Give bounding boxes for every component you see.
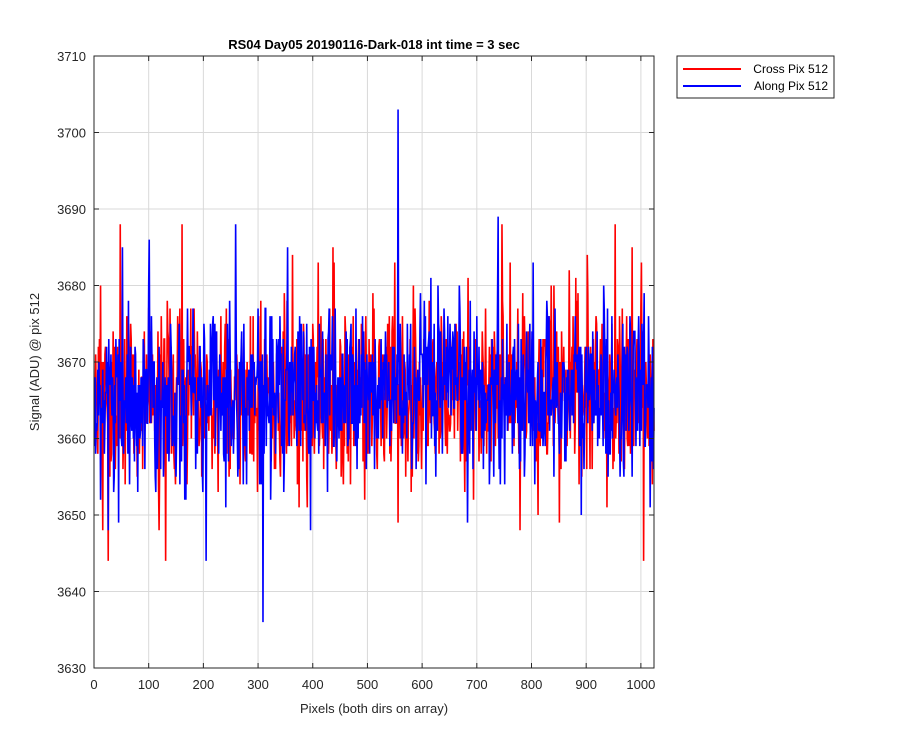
y-tick-label: 3650 (57, 508, 86, 523)
x-tick-label: 700 (466, 677, 488, 692)
legend: Cross Pix 512 Along Pix 512 (676, 55, 835, 99)
y-tick-label: 3630 (57, 661, 86, 676)
x-tick-label: 800 (521, 677, 543, 692)
x-tick-label: 900 (575, 677, 597, 692)
y-tick-label: 3690 (57, 202, 86, 217)
y-tick-label: 3710 (57, 49, 86, 64)
chart-title: RS04 Day05 20190116-Dark-018 int time = … (228, 37, 520, 52)
legend-box (676, 55, 835, 99)
y-tick-label: 3640 (57, 585, 86, 600)
x-tick-label: 600 (411, 677, 433, 692)
y-tick-label: 3660 (57, 432, 86, 447)
x-axis-label: Pixels (both dirs on array) (300, 701, 448, 716)
x-tick-label: 100 (138, 677, 160, 692)
y-tick-label: 3680 (57, 279, 86, 294)
y-axis-label: Signal (ADU) @ pix 512 (27, 293, 42, 431)
x-tick-label: 0 (90, 677, 97, 692)
x-tick-label: 500 (357, 677, 379, 692)
series-layer (93, 109, 655, 623)
legend-label: Cross Pix 512 (753, 62, 828, 76)
x-tick-label: 200 (193, 677, 215, 692)
axis-ticks: 0 100 200 300 400 500 600 700 800 900 1000 3630 3640… (57, 49, 655, 692)
legend-label: Along Pix 512 (754, 79, 828, 93)
x-tick-label: 1000 (626, 677, 655, 692)
series-line-along-pix-512 (93, 109, 655, 623)
x-tick-label: 300 (247, 677, 269, 692)
y-tick-label: 3670 (57, 355, 86, 370)
x-tick-label: 400 (302, 677, 324, 692)
y-tick-label: 3700 (57, 126, 86, 141)
